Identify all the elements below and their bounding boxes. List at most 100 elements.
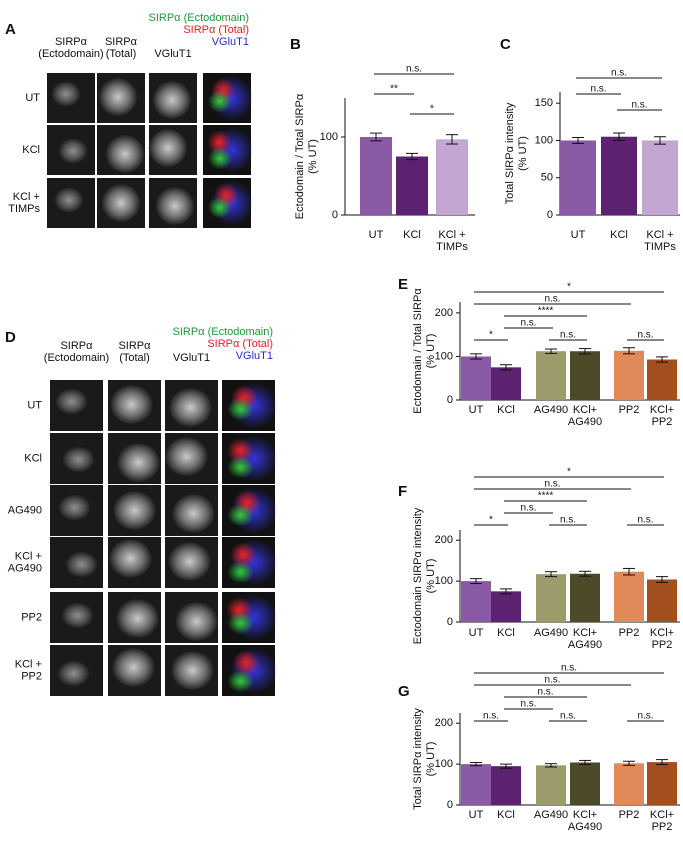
- column-header: (Ectodomain): [38, 48, 103, 60]
- signal: [207, 90, 232, 113]
- merge-legend: SIRPα (Total): [207, 338, 273, 350]
- signal: [227, 560, 254, 584]
- x-tick-label: PP2: [619, 809, 640, 821]
- bar: [642, 140, 678, 215]
- panel-label: C: [500, 36, 511, 53]
- error-bar: [654, 136, 666, 145]
- significance-label: ****: [538, 491, 554, 502]
- panel-label: D: [5, 329, 16, 346]
- signal: [165, 437, 208, 476]
- x-tick-label: KCl: [497, 404, 515, 416]
- error-bar: [470, 578, 482, 585]
- y-tick-label: 100: [435, 758, 453, 770]
- signal: [110, 385, 153, 424]
- error-bar: [579, 570, 591, 577]
- x-tick-label: PP2: [619, 627, 640, 639]
- error-bar: [623, 760, 635, 766]
- significance-label: *: [430, 104, 434, 115]
- panel-label: F: [398, 483, 407, 500]
- bar: [570, 573, 600, 622]
- signal: [58, 138, 88, 164]
- y-axis-label: Ectodomain SIRPα intensity: [412, 507, 424, 644]
- column-header: SIRPα: [55, 36, 88, 48]
- signal: [112, 648, 155, 687]
- bar: [436, 139, 468, 215]
- significance-label: n.s.: [590, 84, 606, 95]
- bar: [491, 367, 521, 400]
- significance-label: **: [390, 84, 398, 95]
- bar: [647, 579, 677, 622]
- bar: [360, 137, 392, 215]
- y-tick-label: 100: [435, 575, 453, 587]
- significance-label: n.s.: [537, 687, 553, 698]
- x-tick-label: PP2: [652, 416, 673, 428]
- signal: [101, 184, 141, 222]
- significance-label: *: [489, 330, 493, 341]
- signal: [109, 539, 152, 578]
- x-tick-label: KCl+: [650, 627, 674, 639]
- signal: [175, 602, 218, 641]
- significance-label: n.s.: [631, 100, 647, 111]
- x-tick-label: UT: [469, 809, 484, 821]
- y-tick-label: 100: [535, 134, 553, 146]
- x-tick-label: UT: [571, 229, 586, 241]
- error-bar: [500, 364, 512, 371]
- error-bar: [406, 152, 418, 161]
- column-header: (Total): [119, 352, 150, 364]
- x-tick-label: KCl: [497, 627, 515, 639]
- x-tick-label: AG490: [568, 639, 602, 651]
- error-bar: [500, 763, 512, 769]
- x-tick-label: TIMPs: [436, 241, 468, 253]
- x-tick-label: PP2: [652, 639, 673, 651]
- merge-legend: SIRPα (Ectodomain): [148, 12, 249, 24]
- signal: [226, 438, 254, 464]
- y-tick-label: 150: [535, 97, 553, 109]
- row-label: KCl +: [15, 550, 42, 562]
- x-tick-label: KCl: [497, 809, 515, 821]
- y-axis-label: (% UT): [425, 334, 437, 369]
- signal: [171, 651, 214, 690]
- x-tick-label: TIMPs: [644, 241, 676, 253]
- row-label: KCl: [22, 144, 40, 156]
- x-tick-label: AG490: [534, 809, 568, 821]
- signal: [207, 147, 232, 170]
- bar: [647, 762, 677, 805]
- panel-label: E: [398, 276, 408, 293]
- significance-label: *: [489, 515, 493, 526]
- y-axis-label: (% UT): [517, 136, 529, 171]
- significance-label: n.s.: [637, 330, 653, 341]
- row-label: KCl: [24, 452, 42, 464]
- signal: [148, 129, 188, 167]
- signal: [58, 494, 91, 521]
- row-label: TIMPs: [8, 203, 40, 215]
- x-tick-label: KCl+: [573, 404, 597, 416]
- panel-label: B: [290, 36, 301, 53]
- error-bar: [470, 353, 482, 360]
- error-bar: [579, 348, 591, 355]
- column-header: SIRPα: [118, 340, 151, 352]
- signal: [113, 491, 156, 530]
- y-tick-label: 0: [332, 209, 338, 221]
- signal: [152, 81, 192, 119]
- x-tick-label: KCl+: [573, 809, 597, 821]
- column-header: SIRPα: [60, 340, 93, 352]
- signal: [54, 187, 84, 213]
- signal: [169, 388, 212, 427]
- bar: [461, 764, 491, 805]
- bar: [461, 356, 491, 400]
- x-tick-label: KCl: [403, 229, 421, 241]
- bar: [614, 571, 644, 622]
- significance-label: n.s.: [544, 294, 560, 305]
- x-tick-label: UT: [469, 404, 484, 416]
- error-bar: [470, 761, 482, 767]
- x-tick-label: PP2: [652, 821, 673, 833]
- signal: [51, 81, 81, 107]
- bar: [396, 156, 428, 215]
- x-tick-label: AG490: [568, 821, 602, 833]
- y-tick-label: 0: [447, 799, 453, 811]
- y-axis-label: (% UT): [425, 742, 437, 777]
- bar: [560, 140, 596, 215]
- row-label: AG490: [8, 504, 42, 516]
- y-tick-label: 0: [447, 394, 453, 406]
